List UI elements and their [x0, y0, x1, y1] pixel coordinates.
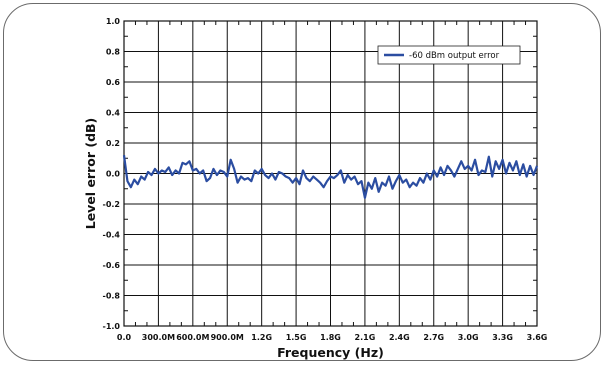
x-tick-label: 1.2G — [251, 333, 272, 342]
legend-box — [377, 45, 521, 65]
y-tick-label: 0.6 — [106, 78, 121, 87]
grid — [123, 20, 538, 327]
x-tick-label: 3.0G — [458, 333, 479, 342]
x-tick-label: 3.6G — [527, 333, 548, 342]
y-tick-label: 0.0 — [106, 170, 121, 179]
x-tick-label: 2.7G — [423, 333, 444, 342]
y-tick-label: -1.0 — [103, 322, 121, 331]
y-tick-label: 0.8 — [106, 48, 121, 57]
series-layer — [122, 155, 539, 199]
x-tick-label: 2.4G — [389, 333, 410, 342]
x-tick-labels: 0.0 300.0M 600.0M 900.0M 1.2G 1.5G 1.8G 2.1G 2.4… — [117, 333, 547, 342]
series-line-0 — [122, 155, 539, 199]
y-tick-labels: 1.0 0.8 0.6 0.4 0.2 0.0 -0.2 -0.4 -0.6 -0.8 -1.0 — [103, 17, 121, 331]
legend-series-label: -60 dBm output error — [409, 51, 500, 61]
x-tick-label: 1.5G — [286, 333, 307, 342]
tick-marks — [124, 21, 537, 326]
y-axis-title: Level error (dB) — [83, 118, 98, 230]
y-tick-label: -0.4 — [103, 231, 121, 240]
y-tick-label: 0.2 — [106, 139, 120, 148]
y-tick-label: 0.4 — [106, 109, 121, 118]
y-tick-label: -0.2 — [103, 200, 121, 209]
x-tick-label: 0.0 — [117, 333, 132, 342]
x-tick-label: 600.0M — [176, 333, 209, 342]
x-tick-label: 300.0M — [142, 333, 175, 342]
plot-border — [123, 20, 538, 327]
x-tick-label: 900.0M — [211, 333, 244, 342]
y-tick-label: -0.8 — [103, 292, 121, 301]
y-tick-label: 1.0 — [106, 17, 121, 26]
x-axis-title: Frequency (Hz) — [277, 345, 384, 360]
x-tick-label: 3.3G — [492, 333, 513, 342]
x-tick-label: 2.1G — [355, 333, 376, 342]
y-tick-label: -0.6 — [103, 261, 121, 270]
x-tick-label: 1.8G — [320, 333, 341, 342]
legend: -60 dBm output error — [377, 45, 521, 65]
